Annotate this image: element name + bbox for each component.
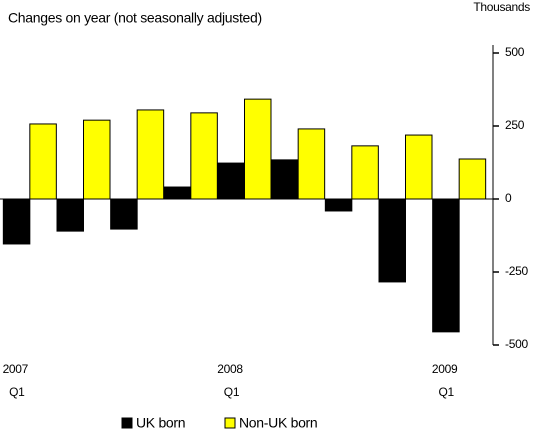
y-tick-label: -250	[505, 264, 528, 278]
bar	[324, 198, 353, 212]
bar	[432, 198, 460, 333]
bar	[83, 119, 111, 200]
bar	[217, 162, 245, 200]
legend-label: Non-UK born	[239, 415, 317, 431]
bar	[271, 159, 299, 200]
y-tick-label: 500	[505, 45, 525, 59]
y-tick-label: 0	[505, 191, 512, 205]
x-tick-label: 2007 Q1	[3, 362, 32, 399]
y-tick-label: 250	[505, 118, 525, 132]
bar	[29, 123, 57, 200]
legend-swatch	[224, 417, 236, 429]
bar	[190, 112, 218, 200]
bar	[297, 128, 326, 200]
bar	[405, 134, 433, 200]
bar	[458, 158, 487, 200]
y-tick-label: -500	[505, 337, 528, 351]
legend-swatch	[121, 417, 133, 429]
bar	[56, 198, 84, 232]
y-axis-label: Thousands	[473, 0, 530, 14]
bar	[136, 109, 165, 200]
bar	[378, 198, 406, 283]
bar	[244, 98, 272, 200]
x-tick-label: 2009 Q1	[432, 362, 461, 399]
x-tick-label: 2008 Q1	[217, 362, 246, 399]
bar	[351, 145, 379, 200]
bar	[2, 198, 31, 245]
bar	[163, 186, 192, 200]
bar	[110, 198, 138, 230]
legend-label: UK born	[136, 415, 185, 431]
chart-title: Changes on year (not seasonally adjusted…	[8, 10, 262, 26]
